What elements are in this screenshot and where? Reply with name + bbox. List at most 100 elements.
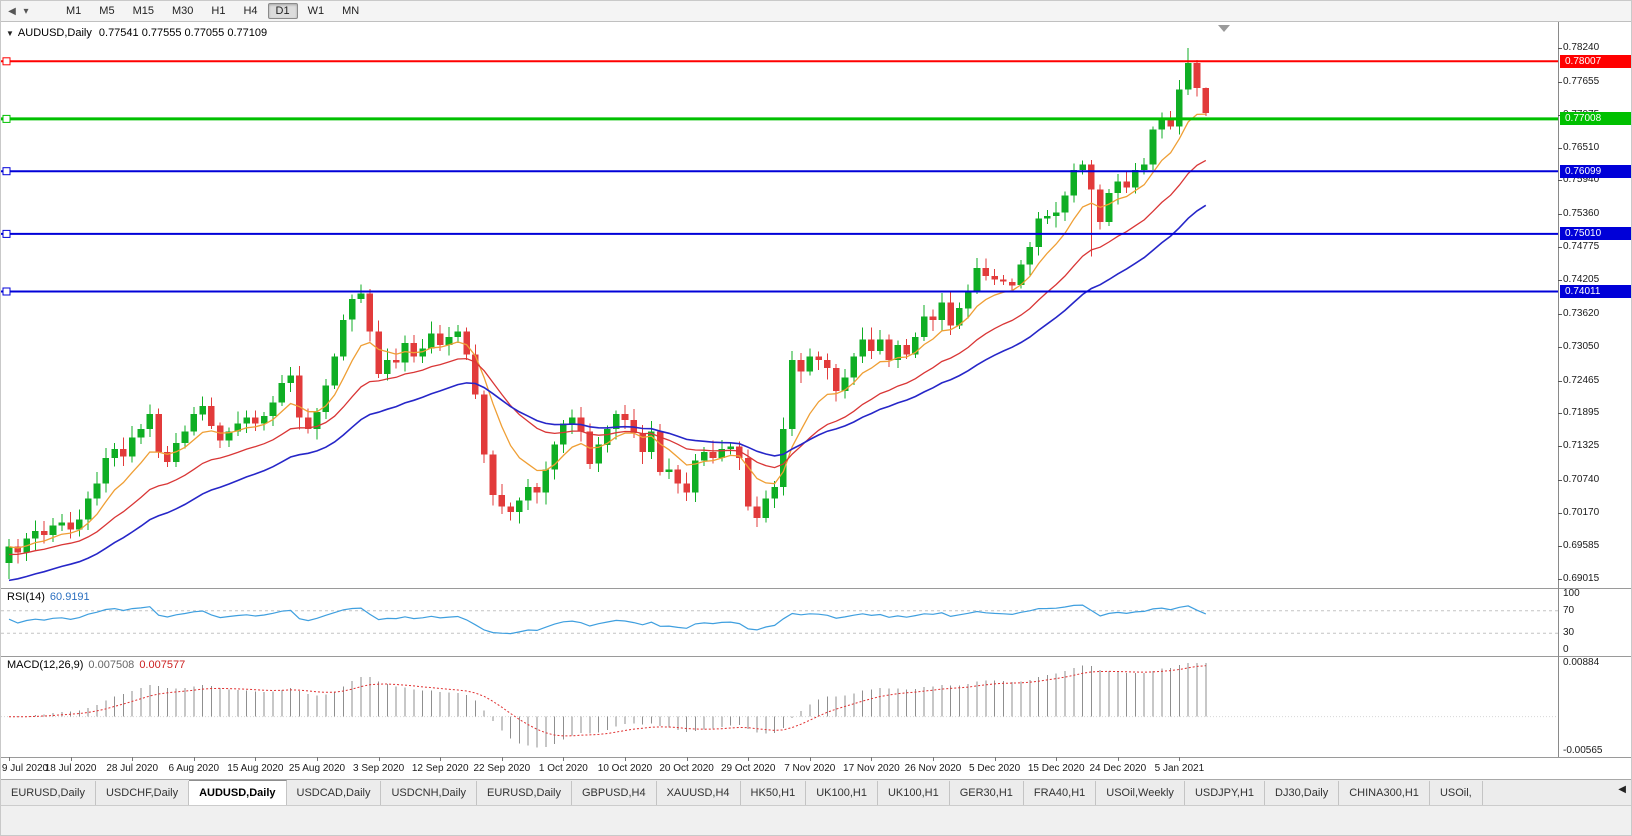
timeframe-button-h1[interactable]: H1: [211, 5, 226, 17]
time-axis-label: 6 Aug 2020: [168, 763, 220, 774]
price-tick-label: 0.69585: [1563, 540, 1600, 552]
price-level-badge: 0.75010: [1560, 227, 1631, 241]
window-tab-gbpusd-h4[interactable]: GBPUSD,H4: [572, 781, 657, 805]
tab-scroll-left-icon[interactable]: ◀: [1615, 780, 1629, 799]
chart-dropdown-icon[interactable]: ▼: [6, 29, 14, 38]
rsi-level-lines: [1, 610, 1558, 634]
window-tab-ger30-h1[interactable]: GER30,H1: [949, 781, 1024, 805]
time-axis-label: 29 Oct 2020: [720, 763, 776, 774]
price-tick-label: 0.75940: [1563, 174, 1600, 186]
time-axis-label: 15 Aug 2020: [227, 763, 284, 774]
horizontal-line-0.74011[interactable]: [1, 287, 1558, 296]
time-axis-label: 25 Aug 2020: [288, 763, 346, 774]
macd-indicator-label: MACD(12,26,9) 0.007508 0.007577: [7, 659, 185, 671]
price-tick-label: 0.76510: [1563, 141, 1600, 153]
time-axis-label: 1 Oct 2020: [538, 763, 588, 774]
ma-mid-line: [8, 159, 1207, 556]
timeframe-button-m1[interactable]: M1: [66, 5, 82, 17]
timeframe-button-h4[interactable]: H4: [243, 5, 258, 17]
price-axis-ticks: [1558, 48, 1562, 580]
price-tick-label: 0.73050: [1563, 340, 1600, 352]
price-tick-label: 0.71895: [1563, 407, 1600, 419]
dropdown-arrow-icon[interactable]: ▾: [23, 5, 29, 17]
price-level-badge: 0.74011: [1560, 284, 1631, 298]
time-axis-label: 28 Jul 2020: [106, 763, 159, 774]
candlesticks: [5, 47, 1210, 579]
price-tick-label: 0.74775: [1563, 241, 1600, 253]
window-tab-china300-h1[interactable]: CHINA300,H1: [1339, 781, 1430, 805]
horizontal-line-0.75010[interactable]: [1, 229, 1558, 238]
time-axis-label: 15 Dec 2020: [1027, 763, 1085, 774]
window-tab-hk50-h1[interactable]: HK50,H1: [740, 781, 807, 805]
window-tab-xauusd-h4[interactable]: XAUUSD,H4: [656, 781, 741, 805]
time-axis-label: 12 Sep 2020: [411, 763, 469, 774]
time-axis-label: 22 Sep 2020: [473, 763, 531, 774]
rsi-tick-label: 100: [1563, 588, 1580, 599]
window-tab-usdcnh-daily[interactable]: USDCNH,Daily: [381, 781, 478, 805]
macd-name: MACD(12,26,9): [7, 659, 84, 671]
horizontal-line-0.77008[interactable]: [1, 114, 1558, 123]
rsi-line: [8, 604, 1207, 635]
horizontal-line-0.76099[interactable]: [1, 167, 1558, 176]
panel-separators[interactable]: [1, 22, 1632, 758]
scroll-left-icon[interactable]: ◀: [8, 5, 16, 17]
rsi-tick-label: 0: [1563, 644, 1569, 655]
timeframe-button-mn[interactable]: MN: [342, 5, 360, 17]
window-tab-audusd-daily[interactable]: AUDUSD,Daily: [189, 780, 287, 805]
timeframe-button-m30[interactable]: M30: [171, 5, 194, 17]
time-axis-label: 5 Dec 2020: [969, 763, 1021, 774]
timeframe-button-m5[interactable]: M5: [99, 5, 115, 17]
horizontal-line-0.78007[interactable]: [1, 57, 1558, 66]
timeframe-button-w1[interactable]: W1: [307, 5, 325, 17]
status-strip: [1, 805, 1631, 835]
price-level-badge: 0.78007: [1560, 54, 1631, 68]
price-tick-label: 0.77655: [1563, 75, 1600, 87]
window-tab-usoil-weekly[interactable]: USOil,Weekly: [1096, 781, 1185, 805]
price-tick-label: 0.70740: [1563, 473, 1600, 485]
time-axis-label: 7 Nov 2020: [784, 763, 836, 774]
price-tick-label: 0.73620: [1563, 308, 1600, 319]
time-axis-label: 24 Dec 2020: [1089, 763, 1147, 774]
window-tab-dj30-daily[interactable]: DJ30,Daily: [1265, 781, 1340, 805]
price-tick-label: 0.71325: [1563, 440, 1600, 452]
timeframe-button-d1[interactable]: D1: [267, 3, 298, 19]
symbol-name: AUDUSD,Daily: [17, 27, 92, 39]
price-tick-label: 0.70170: [1563, 506, 1600, 518]
price-tick-label: 0.75360: [1563, 207, 1600, 219]
ma-slow-line: [8, 204, 1207, 582]
rsi-value: 60.9191: [49, 591, 90, 603]
window-tab-eurusd-daily[interactable]: EURUSD,Daily: [1, 781, 96, 805]
macd-tick-label: -0.00565: [1563, 745, 1603, 756]
window-tab-usdchf-daily[interactable]: USDCHF,Daily: [95, 781, 190, 805]
window-tab-fra40-h1[interactable]: FRA40,H1: [1023, 781, 1097, 805]
rsi-name: RSI(14): [7, 591, 45, 603]
rsi-indicator-label: RSI(14) 60.9191: [7, 591, 90, 603]
price-tick-label: 0.78240: [1563, 41, 1600, 53]
window-tab-usdjpy-h1[interactable]: USDJPY,H1: [1184, 781, 1266, 805]
price-tick-label: 0.74205: [1563, 274, 1600, 286]
macd-signal-value: 0.007577: [139, 659, 186, 671]
price-level-badge: 0.76099: [1560, 164, 1631, 178]
time-axis-label: 3 Sep 2020: [353, 763, 405, 774]
chart-symbol-label: ▼ AUDUSD,Daily 0.77541 0.77555 0.77055 0.7…: [6, 27, 267, 39]
time-axis-label: 10 Oct 2020: [597, 763, 653, 774]
window-tab-uk100-h1[interactable]: UK100,H1: [806, 781, 878, 805]
timeframe-button-m15[interactable]: M15: [132, 5, 154, 17]
window-tab-eurusd-daily[interactable]: EURUSD,Daily: [477, 781, 572, 805]
window-tab-usoil[interactable]: USOil,: [1429, 781, 1483, 805]
window-tab-bar: EURUSD,Daily USDCHF,Daily AUDUSD,Daily USDC…: [1, 779, 1631, 805]
time-axis-label: 5 Jan 2021: [1154, 763, 1205, 774]
window-tab-uk100-h1[interactable]: UK100,H1: [877, 781, 950, 805]
rsi-tick-label: 70: [1563, 604, 1575, 616]
macd-histogram: [17, 663, 1207, 748]
price-tick-label: 0.69015: [1563, 573, 1600, 585]
time-axis-label: 26 Nov 2020: [904, 763, 962, 774]
timeframe-button-group: M1 M5 M15 M30 H1 H4 D1 W1 MN: [57, 3, 368, 19]
chart-shift-marker-icon[interactable]: [1218, 25, 1230, 32]
window-tab-usdcad-daily[interactable]: USDCAD,Daily: [286, 781, 382, 805]
time-axis-label: 18 Jul 2020: [44, 763, 97, 774]
macd-signal-line: [8, 665, 1206, 737]
rsi-tick-label: 30: [1563, 627, 1575, 639]
